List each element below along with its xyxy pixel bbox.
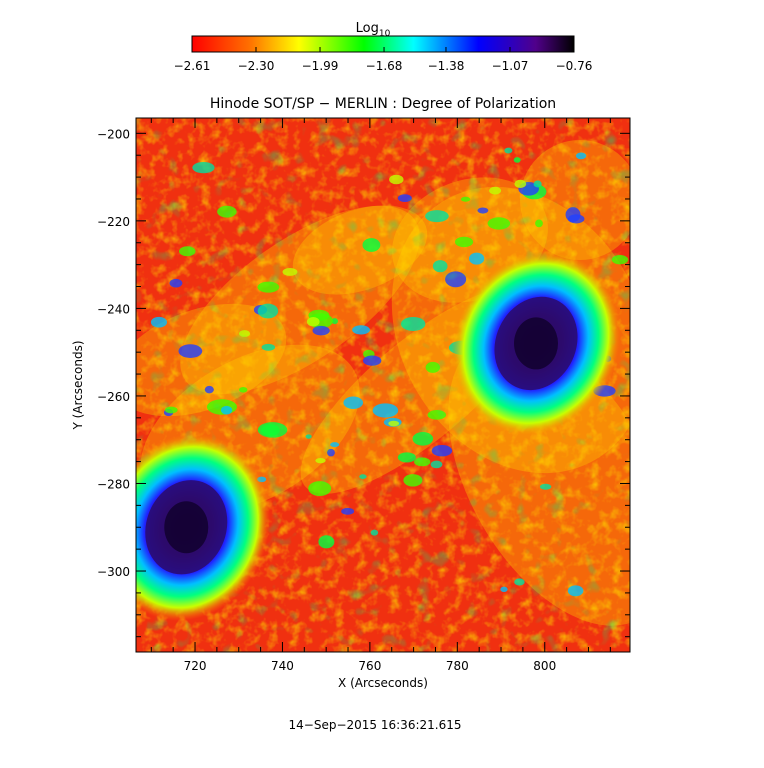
- y-tick-label: −260: [97, 390, 130, 404]
- y-tick-label: −240: [97, 302, 130, 316]
- colorbar-gradient: [191, 35, 575, 53]
- colorbar-label-subscript: 10: [379, 29, 391, 39]
- y-axis: −200 −220 −240 −260 −280 −300: [97, 127, 630, 638]
- x-tick-label: 720: [184, 659, 207, 673]
- colorbar-tick-label: −1.99: [302, 59, 339, 73]
- x-tick-label: 800: [533, 659, 556, 673]
- y-tick-label: −300: [97, 565, 130, 579]
- colorbar-tick-label: −1.68: [366, 59, 403, 73]
- x-tick-label: 780: [446, 659, 469, 673]
- chart-title: Hinode SOT/SP − MERLIN : Degree of Polar…: [210, 96, 556, 112]
- y-tick-label: −200: [97, 127, 130, 141]
- timestamp: 14−Sep−2015 16:36:21.615: [289, 718, 462, 732]
- colorbar-tick-label: −2.30: [238, 59, 275, 73]
- colorbar-label: Log10: [356, 21, 391, 39]
- heatmap-image: [136, 118, 630, 652]
- x-tick-label: 740: [271, 659, 294, 673]
- colorbar-tick-label: −1.38: [428, 59, 465, 73]
- colorbar-tick-label: −2.61: [174, 59, 211, 73]
- colorbar: Log10 −2.61 −2.30 −1.99 −1.68 −1.38 −1.07 −0.7…: [174, 21, 593, 73]
- y-tick-label: −280: [97, 477, 130, 491]
- x-axis: 720 740 760 780 800: [150, 118, 611, 673]
- plot-frame: [135, 117, 631, 653]
- colorbar-ticks: −2.61 −2.30 −1.99 −1.68 −1.38 −1.07 −0.76: [174, 47, 593, 73]
- heatmap-sunspots: [136, 250, 621, 621]
- sunspot-core: [514, 317, 559, 370]
- y-tick-label: −220: [97, 215, 130, 229]
- colorbar-tick-label: −0.76: [556, 59, 593, 73]
- y-axis-label: Y (Arcseconds): [71, 340, 85, 430]
- colorbar-tick-label: −1.07: [492, 59, 529, 73]
- x-axis-label: X (Arcseconds): [338, 676, 428, 690]
- x-tick-label: 760: [358, 659, 381, 673]
- sunspot-core: [164, 501, 209, 554]
